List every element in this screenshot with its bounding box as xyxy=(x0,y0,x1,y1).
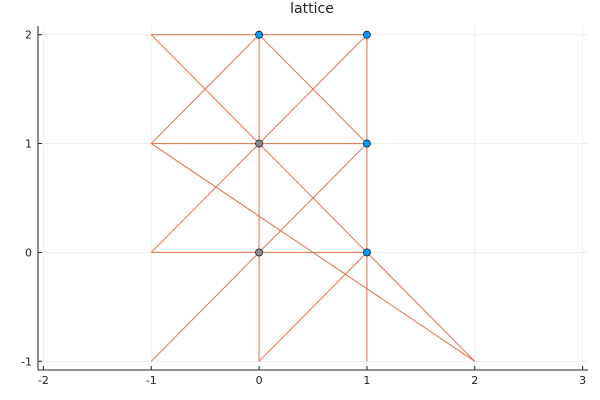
lattice-edge xyxy=(366,252,476,362)
lattice-nodes xyxy=(255,30,371,257)
y-tick-label: 2 xyxy=(25,29,32,42)
lattice-node xyxy=(363,30,371,39)
lattice-edge xyxy=(258,34,368,144)
lattice-edge xyxy=(258,252,368,362)
lattice-node xyxy=(255,139,263,148)
x-tick-label: 2 xyxy=(471,374,478,387)
lattice-edges xyxy=(150,34,476,362)
lattice-node xyxy=(255,30,263,39)
y-tick-label: 0 xyxy=(25,246,32,259)
lattice-edge xyxy=(150,34,260,144)
tick-labels: -2 -1 0 1 2 3 -1 0 1 2 xyxy=(21,29,586,387)
x-tick-label: 0 xyxy=(256,374,263,387)
x-tick-label: 1 xyxy=(363,374,370,387)
lattice-node xyxy=(255,248,263,257)
x-tick-label: 3 xyxy=(579,374,586,387)
y-tick-label: -1 xyxy=(21,355,32,368)
x-tick-label: -1 xyxy=(146,374,157,387)
x-tick-label: -2 xyxy=(38,374,49,387)
chart-title: lattice xyxy=(290,1,334,17)
lattice-edge xyxy=(150,143,476,362)
lattice-node xyxy=(363,139,371,148)
lattice-node xyxy=(363,248,371,257)
axes xyxy=(37,26,588,371)
y-tick-label: 1 xyxy=(25,138,32,151)
